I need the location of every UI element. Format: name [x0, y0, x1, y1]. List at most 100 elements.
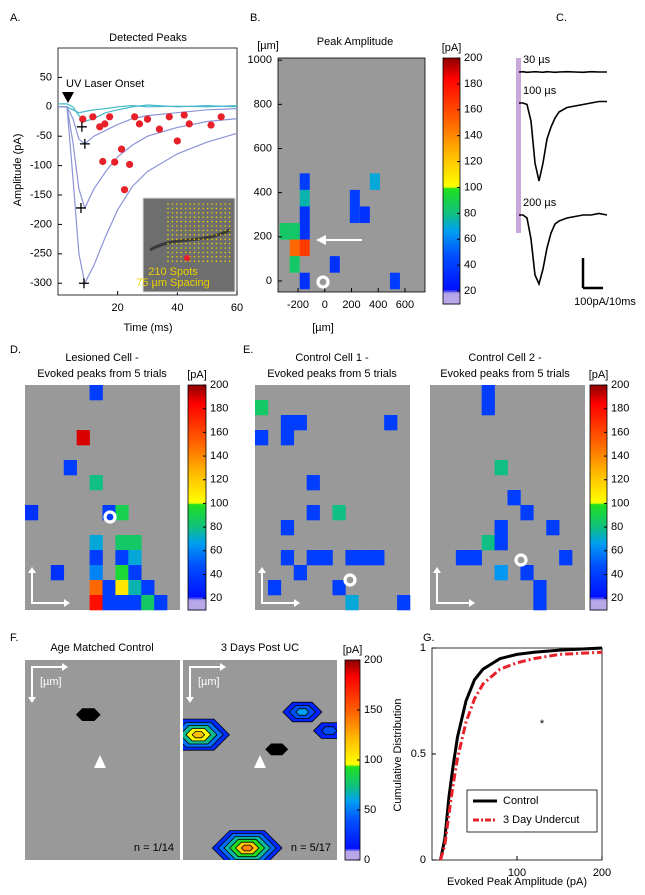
colorbar-segment: [443, 295, 460, 299]
colorbar-segment: [345, 791, 360, 794]
peak-marker: [99, 157, 107, 166]
colorbar-tick-label: 40: [611, 568, 623, 580]
inset-spot: [180, 251, 182, 254]
inset-spot: [220, 229, 222, 232]
inset-spot: [180, 247, 182, 249]
y-tick-label: 50: [40, 71, 52, 83]
x-tick-label: 20: [112, 302, 124, 314]
inset-spot: [198, 220, 200, 223]
colorbar-segment: [590, 555, 607, 559]
map-cell: [128, 535, 142, 551]
inset-spot: [180, 234, 182, 236]
colorbar-segment: [188, 550, 206, 553]
map-cell: [89, 595, 103, 611]
colorbar-segment: [443, 101, 460, 104]
inset-spot: [193, 203, 196, 205]
y-tick-label: -150: [30, 189, 52, 201]
colorbar-segment: [188, 471, 206, 474]
colorbar-tick-label: 180: [464, 78, 482, 90]
colorbar-segment: [443, 76, 460, 80]
colorbar-segment: [590, 568, 607, 572]
colorbar-segment: [345, 690, 360, 693]
x-axis-label: [µm]: [312, 322, 334, 334]
colorbar-segment: [443, 158, 460, 162]
colorbar-segment: [443, 258, 460, 262]
colorbar-segment: [590, 570, 607, 574]
colorbar-segment: [345, 673, 360, 676]
inset-spot: [220, 220, 222, 223]
x-tick-label: 40: [171, 302, 183, 314]
colorbar-segment: [443, 146, 460, 149]
colorbar-segment: [188, 456, 206, 459]
colorbar-segment: [188, 448, 206, 452]
inset-spot: [189, 212, 191, 214]
colorbar-segment: [590, 559, 607, 562]
colorbar-tick-label: 140: [464, 130, 482, 142]
colorbar-segment: [443, 207, 460, 211]
colorbar-segment: [345, 743, 360, 746]
inset-spot: [176, 260, 178, 263]
colorbar-segment: [590, 557, 607, 560]
colorbar-segment: [590, 454, 607, 457]
inset-spot: [206, 260, 209, 263]
colorbar-segment: [443, 72, 460, 75]
colorbar-segment: [590, 565, 607, 568]
map-cell: [25, 505, 39, 521]
map-cell: [115, 565, 129, 581]
colorbar-segment: [590, 572, 607, 575]
colorbar-segment: [345, 671, 360, 674]
colorbar-segment: [188, 405, 206, 409]
colorbar-segment: [590, 415, 607, 418]
map-cell: [289, 256, 300, 273]
axis-arrowhead: [294, 599, 300, 607]
colorbar-segment: [188, 585, 206, 589]
series-line: [439, 646, 603, 861]
colorbar-segment: [188, 413, 206, 416]
inset-spot: [171, 247, 174, 249]
map-cell: [546, 520, 560, 536]
colorbar-tick-label: 60: [210, 545, 222, 557]
colorbar-segment: [443, 133, 460, 137]
map-cell: [289, 223, 300, 240]
inset-spot: [228, 242, 231, 245]
colorbar-segment: [345, 721, 360, 724]
map-cell: [533, 580, 547, 596]
inset-spot: [206, 212, 209, 214]
colorbar-segment: [443, 269, 460, 272]
colorbar-segment: [590, 388, 607, 392]
colorbar-segment: [345, 816, 360, 819]
colorbar-segment: [188, 553, 206, 557]
inset-spot: [215, 212, 218, 214]
colorbar-segment: [590, 488, 607, 491]
colorbar-segment: [345, 691, 360, 694]
colorbar-segment: [443, 242, 460, 246]
colorbar-segment: [443, 127, 460, 131]
colorbar-segment: [590, 521, 607, 525]
colorbar-tick-label: 200: [364, 654, 382, 666]
colorbar-segment: [345, 696, 360, 699]
map-cell: [154, 595, 168, 611]
inset-spot: [206, 251, 209, 254]
colorbar-segment: [345, 683, 360, 686]
colorbar-segment: [345, 778, 360, 781]
colorbar-segment: [590, 538, 607, 542]
colorbar-segment: [590, 460, 607, 463]
colorbar-segment: [188, 394, 206, 397]
colorbar-segment: [188, 583, 206, 587]
colorbar-segment: [345, 838, 360, 841]
colorbar-segment: [345, 700, 360, 703]
y-tick-label: 600: [254, 142, 272, 154]
colorbar-segment: [188, 535, 206, 538]
y-tick-label: 200: [254, 231, 272, 243]
colorbar-segment: [188, 426, 206, 429]
colorbar-segment: [188, 473, 206, 476]
map-cell: [89, 535, 103, 551]
inset-spot: [189, 234, 191, 236]
colorbar-segment: [345, 751, 360, 754]
inset-spot: [211, 255, 213, 258]
colorbar-segment: [188, 415, 206, 418]
colorbar-segment: [345, 710, 360, 713]
inset-spot: [228, 255, 231, 258]
inset-spot: [184, 216, 187, 218]
inset-spot: [176, 216, 178, 218]
